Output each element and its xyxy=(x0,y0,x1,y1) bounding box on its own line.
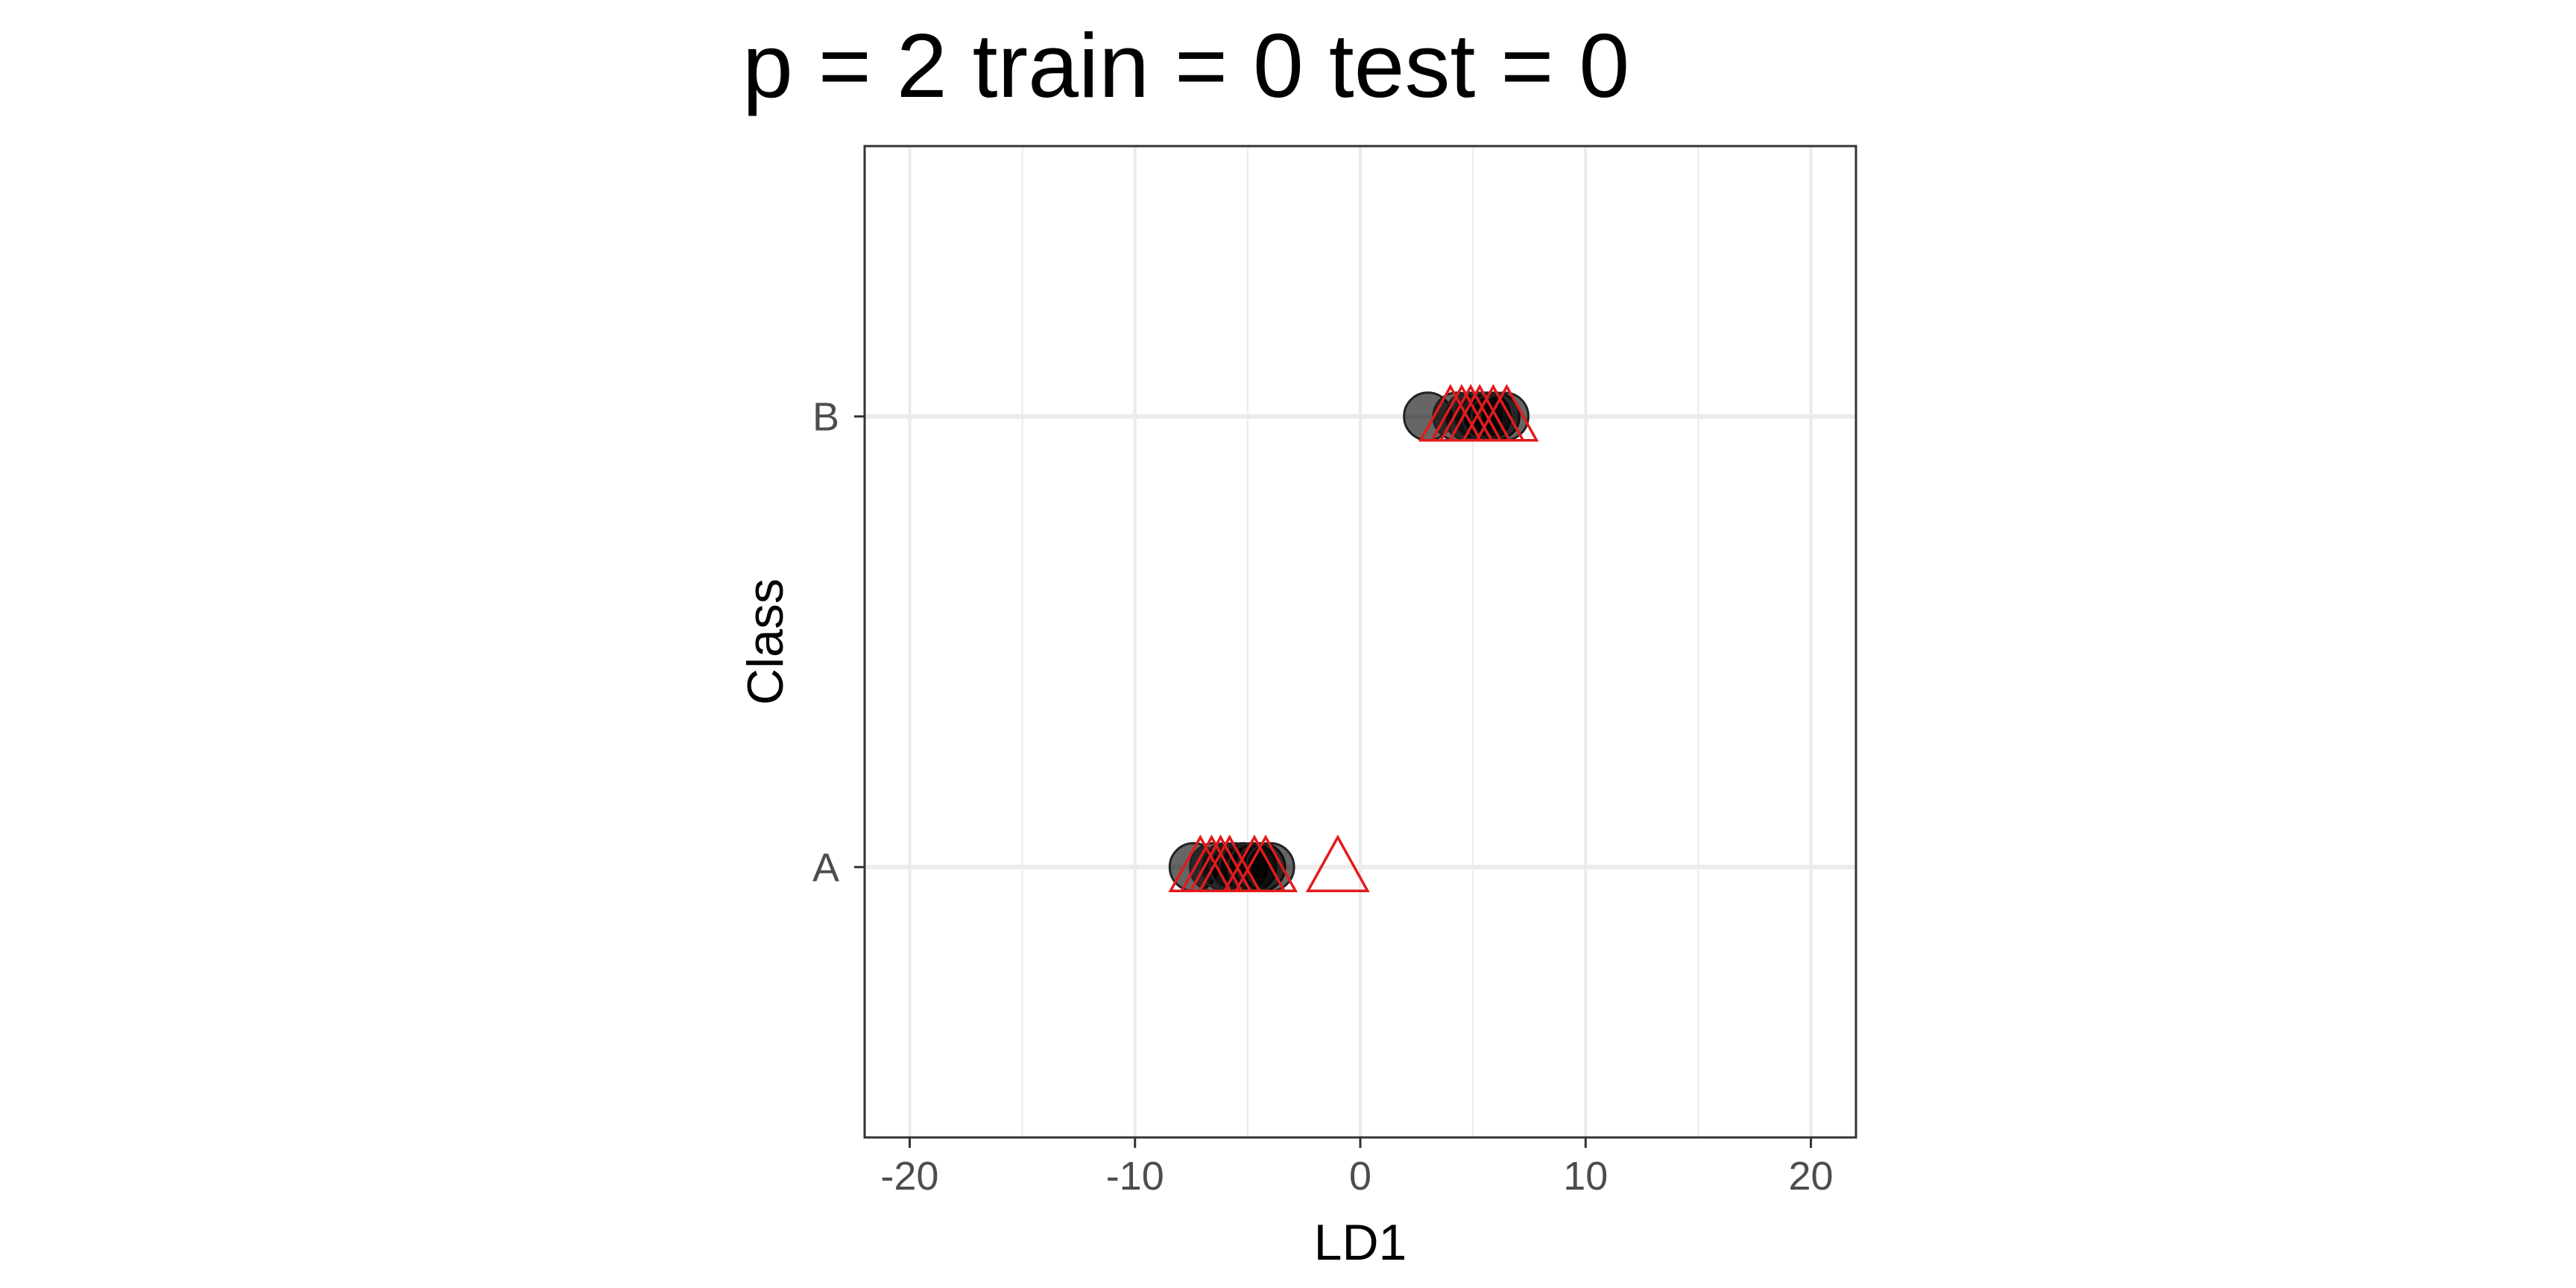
chart-title: p = 2 train = 0 test = 0 xyxy=(742,15,1629,116)
x-tick-label: 10 xyxy=(1563,1154,1608,1199)
y-tick-label: A xyxy=(812,845,839,890)
y-axis-title: Class xyxy=(737,578,794,705)
x-tick-label: -20 xyxy=(880,1154,938,1199)
y-tick-label: B xyxy=(812,395,839,440)
point-triangle xyxy=(1305,834,1370,893)
x-axis: -20 -10 0 10 20 xyxy=(880,1137,1834,1199)
gridlines xyxy=(865,146,1856,1137)
x-tick-label: 0 xyxy=(1349,1154,1371,1199)
data-points xyxy=(1168,384,1539,893)
point-triangle xyxy=(1234,834,1298,893)
point-triangle xyxy=(1474,384,1539,442)
x-tick-label: -10 xyxy=(1106,1154,1164,1199)
x-tick-label: 20 xyxy=(1789,1154,1834,1199)
x-axis-title: LD1 xyxy=(1314,1214,1407,1271)
y-axis: AB xyxy=(812,395,865,890)
